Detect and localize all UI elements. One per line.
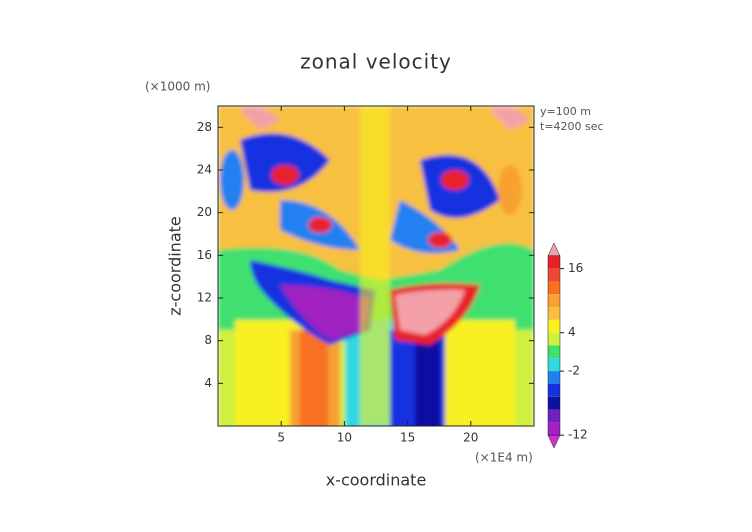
contour-region (240, 106, 280, 130)
colorbar-band (548, 383, 560, 397)
colorbar-tick-label: 4 (568, 325, 576, 339)
contour-region (441, 170, 469, 190)
y-tick-label: 24 (197, 163, 212, 177)
colorbar-tick-label: -12 (568, 428, 588, 442)
y-axis-title: z-coordinate (166, 216, 185, 316)
plot-frame (217, 105, 535, 427)
colorbar-band (548, 409, 560, 423)
contour-region (395, 289, 465, 335)
y-tick-label: 8 (204, 333, 212, 347)
x-axis-title: x-coordinate (326, 471, 427, 490)
colorbar-band (548, 255, 560, 269)
chart-title: zonal velocity (300, 50, 452, 74)
colorbar-tick-label: -2 (568, 364, 580, 378)
y-tick-label: 12 (197, 291, 212, 305)
y-tick-label: 28 (197, 120, 212, 134)
annotation: t=4200 sec (540, 120, 604, 133)
contour-region (280, 285, 370, 340)
colorbar-triangle (547, 434, 561, 449)
colorbar-band (548, 396, 560, 410)
contour-region (240, 133, 330, 192)
contour-region (360, 106, 390, 426)
colorbar-band (548, 371, 560, 384)
x-tick-label: 5 (277, 431, 285, 445)
contour-region (300, 330, 328, 426)
x-tick-label: 10 (337, 431, 352, 445)
colorbar-band (548, 358, 560, 372)
x-tick-label: 20 (463, 431, 478, 445)
y-tick-label: 20 (197, 205, 212, 219)
colorbar-band (548, 345, 560, 359)
y-tick-label: 16 (197, 248, 212, 262)
contour-region (428, 232, 452, 248)
colorbar-frame (547, 255, 561, 436)
colorbar-band (548, 294, 560, 308)
y-unit: (×1000 m) (145, 80, 210, 94)
y-tick-label: 4 (204, 376, 212, 390)
colorbar-tick-label: 16 (568, 261, 583, 275)
colorbar-triangle (547, 242, 561, 257)
x-unit: (×1E4 m) (475, 451, 533, 465)
colorbar-band (548, 281, 560, 295)
contour-region (498, 165, 522, 215)
colorbar-band (548, 307, 560, 320)
colorbar-band (548, 332, 560, 346)
contour-region (308, 217, 332, 233)
contour-region (220, 150, 244, 210)
contour-field (218, 106, 534, 426)
contour-region (415, 340, 440, 426)
contour-region (271, 165, 299, 185)
annotation: y=100 m (540, 105, 591, 118)
colorbar-band (548, 319, 560, 333)
colorbar-band (548, 268, 560, 282)
x-tick-label: 15 (400, 431, 415, 445)
colorbar-band (548, 422, 560, 436)
contour-region (490, 106, 530, 130)
